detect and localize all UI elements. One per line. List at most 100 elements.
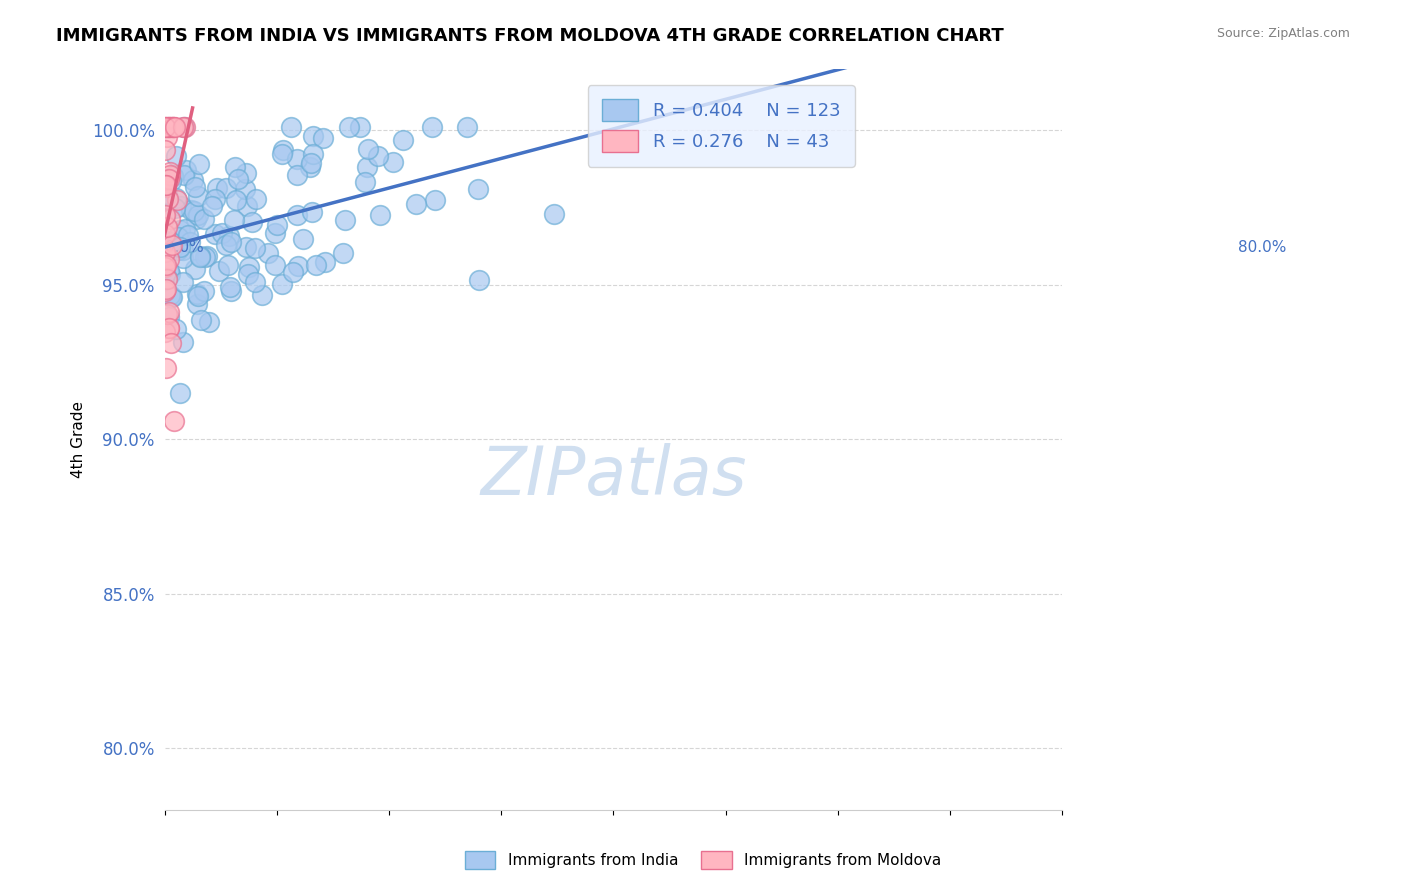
Point [157,321,180,335]
Point [172,334,194,349]
Point [156,307,179,321]
Point [169,239,191,253]
Point [162,120,184,135]
Point [245,241,267,255]
Point [187,157,209,171]
Point [280,120,302,135]
Point [162,120,184,135]
Point [155,282,177,296]
Point [193,212,215,227]
Point [157,252,180,266]
Point [266,218,288,232]
Point [204,227,226,242]
Point [162,120,184,135]
Point [180,203,202,218]
Point [349,120,371,135]
Point [172,243,194,257]
Point [332,246,354,260]
Point [159,120,181,135]
Point [245,192,267,206]
Point [153,284,176,298]
Point [160,120,183,135]
Point [155,235,177,249]
Point [163,414,186,428]
Point [153,227,176,241]
Point [238,267,260,281]
Point [173,222,195,236]
Point [157,263,180,277]
Point [160,290,183,304]
Point [177,227,200,242]
Point [174,162,197,177]
Point [468,273,491,287]
Point [156,245,179,260]
Point [211,226,233,240]
Point [353,175,375,189]
Point [169,385,191,400]
Point [243,276,266,290]
Point [173,168,195,182]
Point [405,197,427,211]
Point [155,205,177,219]
Point [467,182,489,196]
Point [420,120,443,135]
Point [163,201,186,215]
Text: Source: ZipAtlas.com: Source: ZipAtlas.com [1216,27,1350,40]
Point [153,325,176,339]
Point [257,245,280,260]
Point [264,226,287,240]
Point [160,174,183,188]
Point [208,263,231,277]
Point [156,272,179,286]
Point [170,199,193,213]
Point [159,165,181,179]
Point [235,240,257,254]
Point [285,208,308,222]
Point [159,288,181,302]
Point [214,237,236,252]
Text: IMMIGRANTS FROM INDIA VS IMMIGRANTS FROM MOLDOVA 4TH GRADE CORRELATION CHART: IMMIGRANTS FROM INDIA VS IMMIGRANTS FROM… [56,27,1004,45]
Point [159,212,181,227]
Point [291,232,314,246]
Point [302,128,325,143]
Point [163,240,186,254]
Point [181,173,204,187]
Point [285,152,308,166]
Point [281,265,304,279]
Point [157,305,180,319]
Point [312,131,335,145]
Point [159,290,181,304]
Point [270,277,292,292]
Point [187,289,209,303]
Point [153,144,176,158]
Point [156,271,179,285]
Point [263,258,285,272]
Point [337,120,360,135]
Point [155,178,177,192]
Point [301,204,323,219]
Point [333,213,356,227]
Point [156,188,179,202]
Text: 0.0%: 0.0% [165,241,204,255]
Point [228,172,250,186]
Point [240,214,263,228]
Point [187,208,209,222]
Point [204,192,226,206]
Point [219,279,242,293]
Point [368,208,391,222]
Point [187,188,209,202]
Point [163,120,186,135]
Legend: Immigrants from India, Immigrants from Moldova: Immigrants from India, Immigrants from M… [458,845,948,875]
Point [155,179,177,194]
Point [299,156,322,170]
Point [221,284,243,298]
Point [250,288,273,302]
Point [219,235,242,250]
Point [179,235,201,249]
Point [186,297,208,311]
Point [217,258,239,272]
Point [169,223,191,237]
Point [156,220,179,235]
Point [215,181,238,195]
Point [190,313,212,327]
